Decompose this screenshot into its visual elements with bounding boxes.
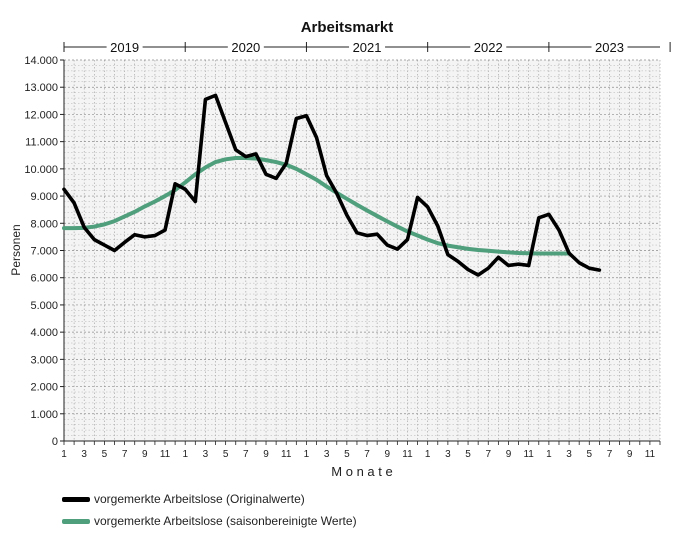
legend-label-seasonal: vorgemerkte Arbeitslose (saisonbereinigt… bbox=[94, 514, 357, 528]
y-tick-label: 10.000 bbox=[24, 164, 58, 176]
x-tick-label: 11 bbox=[160, 449, 171, 460]
y-tick-label: 11.000 bbox=[25, 137, 58, 149]
legend-label-original: vorgemerkte Arbeitslose (Originalwerte) bbox=[94, 492, 305, 506]
y-tick-label: 4.000 bbox=[30, 327, 58, 339]
x-tick-label: 7 bbox=[607, 449, 613, 460]
y-tick-label: 3.000 bbox=[30, 354, 58, 366]
x-tick-label: 9 bbox=[142, 449, 148, 460]
year-label: 2022 bbox=[474, 40, 503, 55]
x-tick-label: 1 bbox=[546, 449, 552, 460]
x-tick-label: 5 bbox=[587, 449, 593, 460]
y-tick-label: 13.000 bbox=[24, 82, 58, 94]
legend-item-seasonal: vorgemerkte Arbeitslose (saisonbereinigt… bbox=[62, 510, 357, 532]
x-tick-label: 9 bbox=[384, 449, 390, 460]
x-tick-label: 3 bbox=[81, 449, 87, 460]
x-tick-label: 7 bbox=[485, 449, 491, 460]
x-tick-label: 11 bbox=[645, 449, 656, 460]
x-tick-label: 11 bbox=[281, 449, 292, 460]
x-axis: 1 3 5 7 9 11 1 3 5 7 9 11 1 3 5 7 9 11 1 3 5 7 9 11 1 3 5 7 9 11 bbox=[61, 440, 661, 460]
y-tick-label: 0 bbox=[52, 436, 58, 448]
year-label: 2021 bbox=[353, 40, 382, 55]
year-label-bg bbox=[349, 39, 386, 55]
x-tick-label: 1 bbox=[182, 449, 188, 460]
year-label: 2019 bbox=[110, 40, 139, 55]
x-tick-label: 5 bbox=[102, 449, 108, 460]
legend-swatch-original bbox=[62, 496, 90, 502]
y-tick-label: 14.000 bbox=[24, 55, 58, 67]
chart-title: Arbeitsmarkt bbox=[301, 19, 394, 36]
x-tick-label: 11 bbox=[402, 449, 413, 460]
x-tick-label: 9 bbox=[627, 449, 633, 460]
year-axis: 2019 2020 2021 2022 2023 bbox=[63, 39, 671, 55]
year-label-bg bbox=[470, 39, 507, 55]
x-tick-label: 1 bbox=[425, 449, 431, 460]
y-tick-label: 1.000 bbox=[30, 409, 58, 421]
y-axis: 0 1.000 2.000 3.000 4.000 5.000 6.000 7.000 8.00… bbox=[24, 55, 65, 448]
series-lines bbox=[62, 93, 602, 277]
x-tick-label: 3 bbox=[566, 449, 572, 460]
year-label-bg bbox=[591, 39, 628, 55]
y-tick-label: 2.000 bbox=[30, 382, 58, 394]
series-line-original bbox=[62, 93, 602, 277]
y-tick-label: 9.000 bbox=[30, 191, 58, 203]
year-label: 2020 bbox=[231, 40, 260, 55]
series-line-seasonal bbox=[62, 155, 572, 256]
year-label-bg bbox=[106, 39, 143, 55]
year-label: 2023 bbox=[595, 40, 624, 55]
y-tick-label: 8.000 bbox=[30, 218, 58, 230]
legend-item-original: vorgemerkte Arbeitslose (Originalwerte) bbox=[62, 488, 357, 510]
y-tick-label: 12.000 bbox=[24, 109, 58, 121]
legend-swatch-seasonal bbox=[62, 518, 90, 524]
y-tick-label: 7.000 bbox=[30, 246, 58, 258]
y-tick-label: 5.000 bbox=[30, 300, 58, 312]
x-tick-label: 3 bbox=[445, 449, 451, 460]
x-tick-label: 7 bbox=[122, 449, 128, 460]
x-tick-label: 3 bbox=[324, 449, 330, 460]
y-tick-label: 6.000 bbox=[30, 273, 58, 285]
x-tick-label: 7 bbox=[364, 449, 370, 460]
x-tick-label: 5 bbox=[465, 449, 471, 460]
x-axis-label: M o n a t e bbox=[331, 464, 392, 479]
y-axis-label: Personen bbox=[9, 224, 23, 275]
x-tick-label: 9 bbox=[263, 449, 269, 460]
grid bbox=[63, 59, 661, 441]
year-label-bg bbox=[227, 39, 264, 55]
x-tick-label: 5 bbox=[223, 449, 229, 460]
x-tick-label: 9 bbox=[506, 449, 512, 460]
x-tick-label: 1 bbox=[61, 449, 67, 460]
x-tick-label: 11 bbox=[523, 449, 534, 460]
x-tick-label: 1 bbox=[304, 449, 310, 460]
x-tick-label: 3 bbox=[203, 449, 209, 460]
x-tick-label: 7 bbox=[243, 449, 249, 460]
x-tick-label: 5 bbox=[344, 449, 350, 460]
legend: vorgemerkte Arbeitslose (Originalwerte) … bbox=[62, 488, 357, 532]
